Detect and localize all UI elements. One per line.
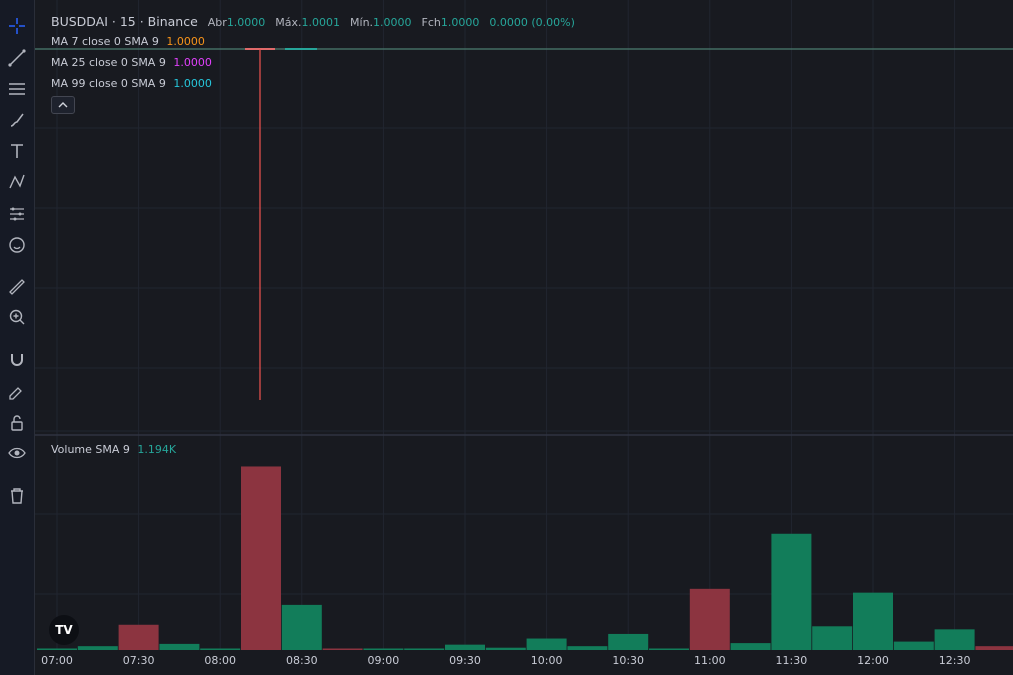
emoji-icon	[9, 237, 25, 253]
ma25-legend[interactable]: MA 25 close 0 SMA 9 1.0000	[51, 56, 212, 69]
chart-pane[interactable]: BUSDDAI · 15 · Binance Abr1.0000 Máx.1.0…	[35, 0, 1013, 675]
crosshair-tool-button[interactable]	[4, 13, 30, 39]
volume-bar-11:30	[771, 533, 812, 650]
ma7-value: 1.0000	[166, 35, 205, 48]
time-tick-label: 12:30	[938, 654, 971, 667]
ma99-value: 1.0000	[173, 77, 212, 90]
lock-tool-button[interactable]	[4, 410, 30, 436]
ma7-label: MA 7 close 0 SMA 9	[51, 35, 159, 48]
brush-icon	[10, 113, 24, 127]
pattern-tool-button[interactable]	[4, 169, 30, 195]
ma99-label: MA 99 close 0 SMA 9	[51, 77, 166, 90]
trend-line-tool-button[interactable]	[4, 45, 30, 71]
volume-bar-12:00	[853, 592, 893, 650]
volume-bars	[37, 466, 1013, 650]
volume-bar-10:00	[526, 638, 567, 650]
low-label: Mín.	[350, 16, 374, 29]
close-label: Fch	[421, 16, 441, 29]
horizontal-lines-icon	[9, 83, 25, 95]
brush-tool-button[interactable]	[4, 107, 30, 133]
chevron-up-icon	[58, 102, 68, 108]
time-axis[interactable]: 07:00 07:30 08:00 08:30 09:00 09:30 10:00 10:30…	[35, 650, 1013, 675]
volume-bar-08:45	[322, 648, 363, 650]
time-tick-label: 08:30	[285, 654, 318, 667]
volume-bar-12:45	[975, 646, 1013, 650]
volume-bar-10:30	[608, 633, 649, 650]
volume-value: 1.194K	[137, 443, 177, 456]
text-icon	[11, 144, 23, 158]
ruler-icon	[9, 279, 25, 295]
volume-bar-10:45	[649, 648, 689, 650]
symbol-title[interactable]: BUSDDAI · 15 · Binance	[51, 14, 198, 29]
volume-bar-11:45	[812, 626, 853, 650]
volume-bar-08:30	[281, 604, 322, 650]
low-value: 1.0000	[373, 16, 412, 29]
high-label: Máx.	[275, 16, 302, 29]
plot-area[interactable]	[35, 0, 1013, 650]
time-tick-label: 08:00	[204, 654, 237, 667]
volume-label: Volume SMA 9	[51, 443, 130, 456]
ruler-tool-button[interactable]	[4, 274, 30, 300]
volume-bar-09:45	[485, 647, 526, 650]
volume-bar-08:15	[241, 466, 281, 650]
text-tool-button[interactable]	[4, 138, 30, 164]
chart-canvas[interactable]	[35, 0, 1013, 650]
time-tick-label: 10:30	[612, 654, 645, 667]
volume-bar-09:30	[445, 644, 485, 650]
pencil-lock-icon	[9, 387, 22, 400]
lock-icon	[11, 415, 23, 431]
volume-bar-09:00	[363, 648, 404, 650]
volume-bar-11:15	[730, 643, 771, 650]
time-tick-label: 09:00	[367, 654, 400, 667]
ma99-legend[interactable]: MA 99 close 0 SMA 9 1.0000	[51, 77, 212, 90]
horizontal-lines-tool-button[interactable]	[4, 76, 30, 102]
trend-line-icon	[8, 49, 26, 67]
emoji-tool-button[interactable]	[4, 232, 30, 258]
time-tick-label: 07:00	[41, 654, 73, 667]
symbol-legend: BUSDDAI · 15 · Binance Abr1.0000 Máx.1.0…	[51, 14, 575, 29]
high-value: 1.0001	[301, 16, 341, 29]
magnet-icon	[11, 354, 23, 366]
zoom-in-icon	[9, 309, 25, 325]
open-value: 1.0000	[226, 16, 266, 29]
close-value: 1.0000	[440, 16, 480, 29]
volume-bar-11:00	[689, 588, 730, 650]
trash-tool-button[interactable]	[4, 483, 30, 509]
time-tick-label: 11:00	[693, 654, 726, 667]
magnet-tool-button[interactable]	[4, 347, 30, 373]
measure-lines-tool-button[interactable]	[4, 201, 30, 227]
volume-legend[interactable]: Volume SMA 9 1.194K	[51, 443, 176, 456]
pattern-icon	[9, 174, 25, 189]
trash-icon	[11, 488, 23, 504]
ma7-legend[interactable]: MA 7 close 0 SMA 9 1.0000	[51, 35, 205, 48]
volume-bar-07:00	[37, 648, 77, 650]
change-value: 0.0000 (0.00%)	[489, 16, 575, 29]
tradingview-logo[interactable]: TV	[49, 615, 79, 645]
volume-bar-08:00	[200, 648, 241, 650]
eye-icon	[8, 447, 26, 459]
volume-bar-09:15	[404, 648, 445, 650]
volume-bar-12:30	[934, 629, 975, 650]
pencil-lock-tool-button[interactable]	[4, 378, 30, 404]
zoom-in-tool-button[interactable]	[4, 304, 30, 330]
time-tick-label: 07:30	[122, 654, 155, 667]
eye-tool-button[interactable]	[4, 440, 30, 466]
crosshair-icon	[9, 18, 25, 34]
time-tick-label: 11:30	[775, 654, 808, 667]
open-label: Abr	[207, 16, 227, 29]
drawing-toolbar	[0, 0, 35, 675]
volume-bar-07:15	[77, 646, 118, 650]
collapse-legend-button[interactable]	[51, 96, 75, 114]
ma25-label: MA 25 close 0 SMA 9	[51, 56, 166, 69]
volume-bar-12:15	[893, 641, 934, 650]
time-tick-label: 10:00	[530, 654, 563, 667]
time-tick-label: 09:30	[449, 654, 481, 667]
ma25-value: 1.0000	[173, 56, 212, 69]
measure-lines-icon	[10, 207, 24, 221]
time-tick-label: 12:00	[857, 654, 889, 667]
volume-bar-07:45	[159, 643, 200, 650]
volume-bar-07:30	[118, 624, 159, 650]
volume-bar-10:15	[567, 646, 608, 650]
